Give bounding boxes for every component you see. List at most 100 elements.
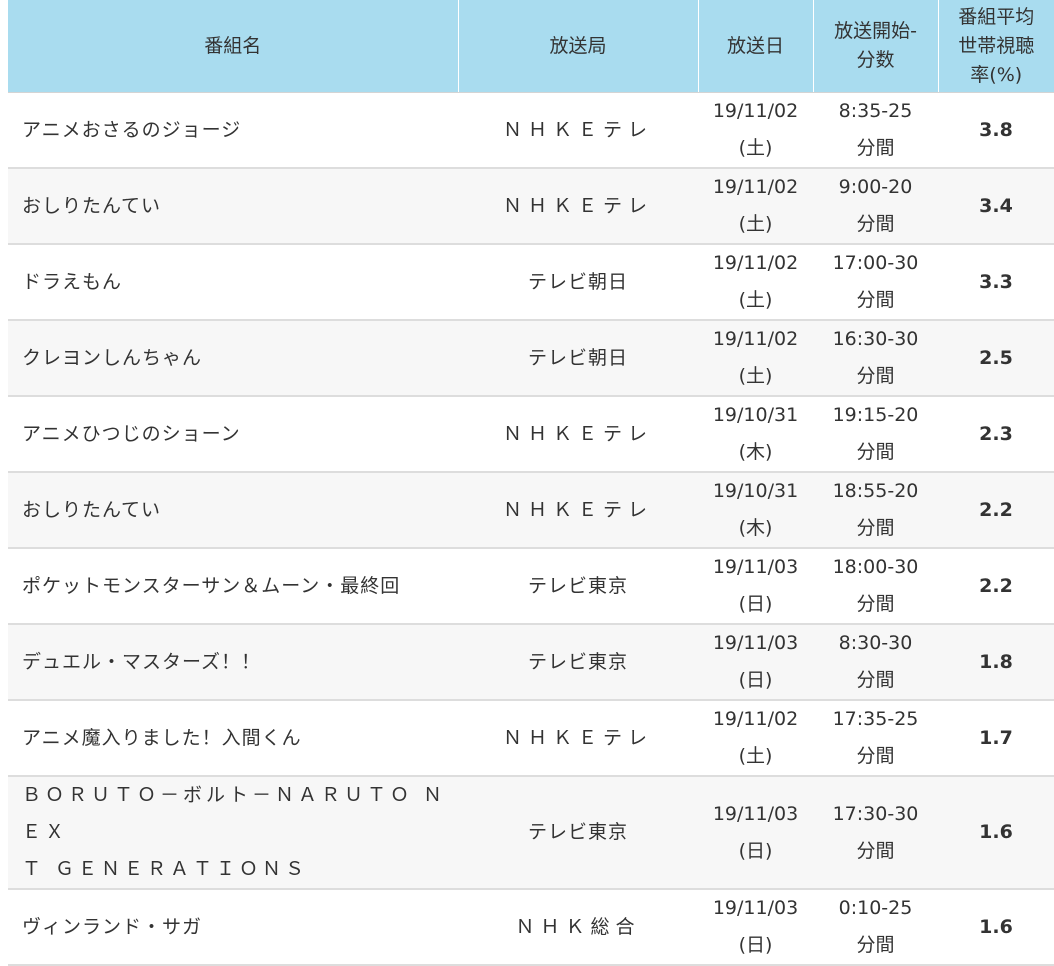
air-date-value: 19/11/03 bbox=[712, 802, 799, 825]
start-duration: 17:30-30 分間 bbox=[813, 776, 938, 890]
rating: 3.8 bbox=[938, 92, 1054, 169]
start-duration: 18:55-20 分間 bbox=[813, 472, 938, 549]
air-date: 19/11/03 (日) bbox=[698, 548, 813, 625]
start-time: 8:35-25 bbox=[838, 100, 913, 122]
table-body: アニメおさるのジョージ ＮＨＫＥテレ 19/11/02 (土) 8:35-25 分間… bbox=[8, 92, 1054, 966]
program-title: デュエル・マスターズ！！ bbox=[8, 624, 458, 701]
duration-unit: 分間 bbox=[856, 669, 895, 691]
start-duration: 8:30-30 分間 bbox=[813, 624, 938, 701]
table-row: ＢＯＲＵＴＯ－ボルト－ＮＡＲＵＴＯ ＮＥＸ Ｔ ＧＥＮＥＲＡＴＩＯＮＳ テレビ東京… bbox=[8, 776, 1054, 890]
air-date: 19/11/02 (土) bbox=[698, 700, 813, 777]
table-row: デュエル・マスターズ！！ テレビ東京 19/11/03 (日) 8:30-30 分間… bbox=[8, 624, 1054, 701]
header-start-duration: 放送開始- 分数 bbox=[812, 0, 938, 93]
start-duration: 17:35-25 分間 bbox=[813, 700, 938, 777]
start-time: 17:30-30 bbox=[832, 802, 919, 825]
rating: 2.5 bbox=[938, 320, 1054, 397]
rating: 3.3 bbox=[938, 244, 1054, 321]
air-day: (日) bbox=[738, 839, 773, 862]
air-day: (日) bbox=[738, 934, 773, 956]
program-title: ヴィンランド・サガ bbox=[8, 889, 458, 966]
station: ＮＨＫＥテレ bbox=[458, 472, 698, 549]
program-title: ＢＯＲＵＴＯ－ボルト－ＮＡＲＵＴＯ ＮＥＸ Ｔ ＧＥＮＥＲＡＴＩＯＮＳ bbox=[8, 776, 458, 890]
station: ＮＨＫ総合 bbox=[458, 889, 698, 966]
table-row: クレヨンしんちゃん テレビ朝日 19/11/02 (土) 16:30-30 分間 2… bbox=[8, 320, 1054, 397]
duration-unit: 分間 bbox=[856, 839, 895, 862]
ratings-table-container: 番組名 放送局 放送日 放送開始- 分数 番組平均 世帯視聴 率(%) アニメお… bbox=[8, 0, 1054, 966]
table-row: アニメおさるのジョージ ＮＨＫＥテレ 19/11/02 (土) 8:35-25 分間… bbox=[8, 92, 1054, 169]
station: テレビ東京 bbox=[458, 776, 698, 890]
air-day: (土) bbox=[738, 365, 773, 387]
air-date-value: 19/11/02 bbox=[712, 708, 799, 730]
start-time: 17:00-30 bbox=[832, 252, 919, 274]
air-date-value: 19/11/02 bbox=[712, 252, 799, 274]
start-time: 18:55-20 bbox=[832, 480, 919, 502]
program-title: おしりたんてい bbox=[8, 168, 458, 245]
air-day: (日) bbox=[738, 593, 773, 615]
duration-unit: 分間 bbox=[856, 137, 895, 159]
rating: 2.2 bbox=[938, 548, 1054, 625]
air-date: 19/11/02 (土) bbox=[698, 244, 813, 321]
start-time: 19:15-20 bbox=[832, 404, 919, 426]
air-day: (木) bbox=[738, 441, 773, 463]
air-date: 19/10/31 (木) bbox=[698, 396, 813, 473]
start-duration: 19:15-20 分間 bbox=[813, 396, 938, 473]
start-duration: 0:10-25 分間 bbox=[813, 889, 938, 966]
air-day: (土) bbox=[738, 213, 773, 235]
air-date-value: 19/10/31 bbox=[712, 480, 799, 502]
air-day: (日) bbox=[738, 669, 773, 691]
air-date: 19/11/02 (土) bbox=[698, 320, 813, 397]
air-day: (土) bbox=[738, 289, 773, 311]
duration-unit: 分間 bbox=[856, 934, 895, 956]
header-row: 番組名 放送局 放送日 放送開始- 分数 番組平均 世帯視聴 率(%) bbox=[8, 0, 1054, 93]
start-duration: 18:00-30 分間 bbox=[813, 548, 938, 625]
header-rating-line1: 番組平均 bbox=[958, 5, 1035, 28]
duration-unit: 分間 bbox=[856, 745, 895, 767]
air-date: 19/11/03 (日) bbox=[698, 776, 813, 890]
duration-unit: 分間 bbox=[856, 593, 895, 615]
start-time: 0:10-25 bbox=[838, 897, 913, 919]
table-row: おしりたんてい ＮＨＫＥテレ 19/10/31 (木) 18:55-20 分間 2.… bbox=[8, 472, 1054, 549]
ratings-table: 番組名 放送局 放送日 放送開始- 分数 番組平均 世帯視聴 率(%) アニメお… bbox=[8, 0, 1054, 966]
start-time: 16:30-30 bbox=[832, 328, 919, 350]
program-title: ポケットモンスターサン＆ムーン・最終回 bbox=[8, 548, 458, 625]
rating: 1.6 bbox=[938, 776, 1054, 890]
rating: 2.3 bbox=[938, 396, 1054, 473]
rating: 2.2 bbox=[938, 472, 1054, 549]
air-date: 19/11/03 (日) bbox=[698, 889, 813, 966]
air-date-value: 19/11/03 bbox=[712, 897, 799, 919]
program-title: クレヨンしんちゃん bbox=[8, 320, 458, 397]
station: テレビ朝日 bbox=[458, 244, 698, 321]
header-rating: 番組平均 世帯視聴 率(%) bbox=[937, 0, 1054, 93]
rating: 1.6 bbox=[938, 889, 1054, 966]
table-row: ポケットモンスターサン＆ムーン・最終回 テレビ東京 19/11/03 (日) 18… bbox=[8, 548, 1054, 625]
air-date: 19/11/02 (土) bbox=[698, 92, 813, 169]
header-rating-line3: 率(%) bbox=[970, 63, 1023, 86]
start-duration: 9:00-20 分間 bbox=[813, 168, 938, 245]
rating: 1.8 bbox=[938, 624, 1054, 701]
start-duration: 8:35-25 分間 bbox=[813, 92, 938, 169]
air-date: 19/10/31 (木) bbox=[698, 472, 813, 549]
duration-unit: 分間 bbox=[856, 213, 895, 235]
header-air-date: 放送日 bbox=[697, 0, 813, 93]
air-date-value: 19/10/31 bbox=[712, 404, 799, 426]
program-title-line1: ＢＯＲＵＴＯ－ボルト－ＮＡＲＵＴＯ ＮＥＸ bbox=[22, 784, 447, 843]
table-row: ドラえもん テレビ朝日 19/11/02 (土) 17:00-30 分間 3.3 bbox=[8, 244, 1054, 321]
program-title: アニメおさるのジョージ bbox=[8, 92, 458, 169]
air-date-value: 19/11/02 bbox=[712, 100, 799, 122]
program-title: アニメひつじのショーン bbox=[8, 396, 458, 473]
table-row: アニメひつじのショーン ＮＨＫＥテレ 19/10/31 (木) 19:15-20 分… bbox=[8, 396, 1054, 473]
air-date-value: 19/11/02 bbox=[712, 176, 799, 198]
station: テレビ東京 bbox=[458, 548, 698, 625]
table-row: おしりたんてい ＮＨＫＥテレ 19/11/02 (土) 9:00-20 分間 3.4 bbox=[8, 168, 1054, 245]
air-date: 19/11/02 (土) bbox=[698, 168, 813, 245]
air-date-value: 19/11/03 bbox=[712, 632, 799, 654]
air-day: (土) bbox=[738, 745, 773, 767]
table-row: アニメ魔入りました！入間くん ＮＨＫＥテレ 19/11/02 (土) 17:35-… bbox=[8, 700, 1054, 777]
program-title: おしりたんてい bbox=[8, 472, 458, 549]
header-start-duration-line1: 放送開始- bbox=[834, 20, 917, 42]
air-date: 19/11/03 (日) bbox=[698, 624, 813, 701]
start-time: 18:00-30 bbox=[832, 556, 919, 578]
air-date-value: 19/11/02 bbox=[712, 328, 799, 350]
duration-unit: 分間 bbox=[856, 441, 895, 463]
air-day: (土) bbox=[738, 137, 773, 159]
